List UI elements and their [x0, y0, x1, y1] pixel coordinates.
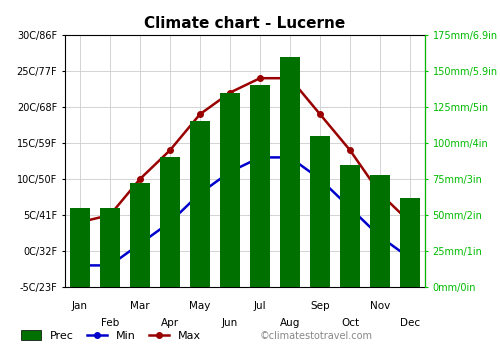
Bar [340, 164, 360, 287]
Bar [70, 208, 90, 287]
Text: Feb: Feb [101, 318, 119, 329]
Bar [220, 93, 240, 287]
Title: Climate chart - Lucerne: Climate chart - Lucerne [144, 16, 346, 31]
Text: Sep: Sep [310, 301, 330, 311]
Bar [130, 183, 150, 287]
Text: ©climatestotravel.com: ©climatestotravel.com [260, 331, 373, 341]
Bar [160, 158, 180, 287]
Text: Jun: Jun [222, 318, 238, 329]
Text: May: May [190, 301, 210, 311]
Bar [100, 208, 120, 287]
Text: Aug: Aug [280, 318, 300, 329]
Bar [250, 85, 270, 287]
Text: Mar: Mar [130, 301, 150, 311]
Bar [370, 175, 390, 287]
Text: Oct: Oct [341, 318, 359, 329]
Bar [310, 136, 330, 287]
Text: Dec: Dec [400, 318, 420, 329]
Text: Apr: Apr [161, 318, 179, 329]
Bar [280, 57, 300, 287]
Bar [190, 121, 210, 287]
Text: Nov: Nov [370, 301, 390, 311]
Bar [400, 198, 420, 287]
Legend: Prec, Min, Max: Prec, Min, Max [20, 330, 201, 341]
Text: Jan: Jan [72, 301, 88, 311]
Text: Jul: Jul [254, 301, 266, 311]
